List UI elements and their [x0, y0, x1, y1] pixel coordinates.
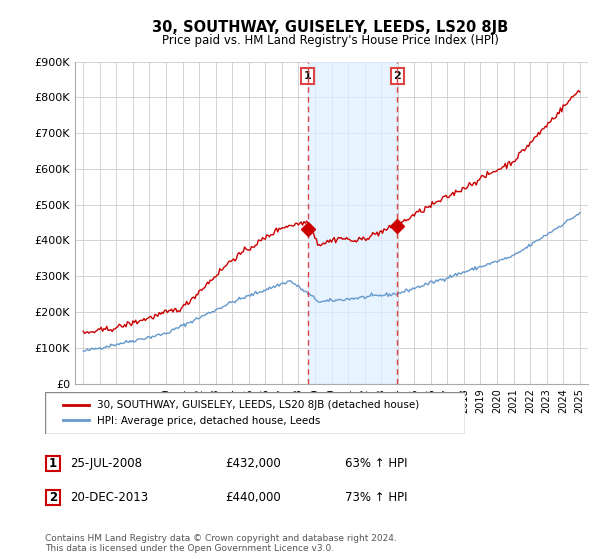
Text: 30, SOUTHWAY, GUISELEY, LEEDS, LS20 8JB: 30, SOUTHWAY, GUISELEY, LEEDS, LS20 8JB: [152, 20, 508, 35]
Text: 73% ↑ HPI: 73% ↑ HPI: [345, 491, 407, 504]
Text: 25-JUL-2008: 25-JUL-2008: [70, 457, 142, 470]
Text: 2: 2: [394, 71, 401, 81]
Text: 20-DEC-2013: 20-DEC-2013: [70, 491, 148, 504]
Text: Contains HM Land Registry data © Crown copyright and database right 2024.
This d: Contains HM Land Registry data © Crown c…: [45, 534, 397, 553]
Text: Price paid vs. HM Land Registry's House Price Index (HPI): Price paid vs. HM Land Registry's House …: [161, 34, 499, 46]
Text: £440,000: £440,000: [225, 491, 281, 504]
Legend: 30, SOUTHWAY, GUISELEY, LEEDS, LS20 8JB (detached house), HPI: Average price, de: 30, SOUTHWAY, GUISELEY, LEEDS, LS20 8JB …: [59, 396, 424, 430]
Text: 63% ↑ HPI: 63% ↑ HPI: [345, 457, 407, 470]
FancyBboxPatch shape: [46, 456, 60, 472]
Text: 2: 2: [49, 491, 57, 504]
Text: 1: 1: [304, 71, 312, 81]
FancyBboxPatch shape: [46, 489, 60, 505]
Bar: [308, 62, 397, 384]
Text: £432,000: £432,000: [225, 457, 281, 470]
Text: 1: 1: [49, 457, 57, 470]
